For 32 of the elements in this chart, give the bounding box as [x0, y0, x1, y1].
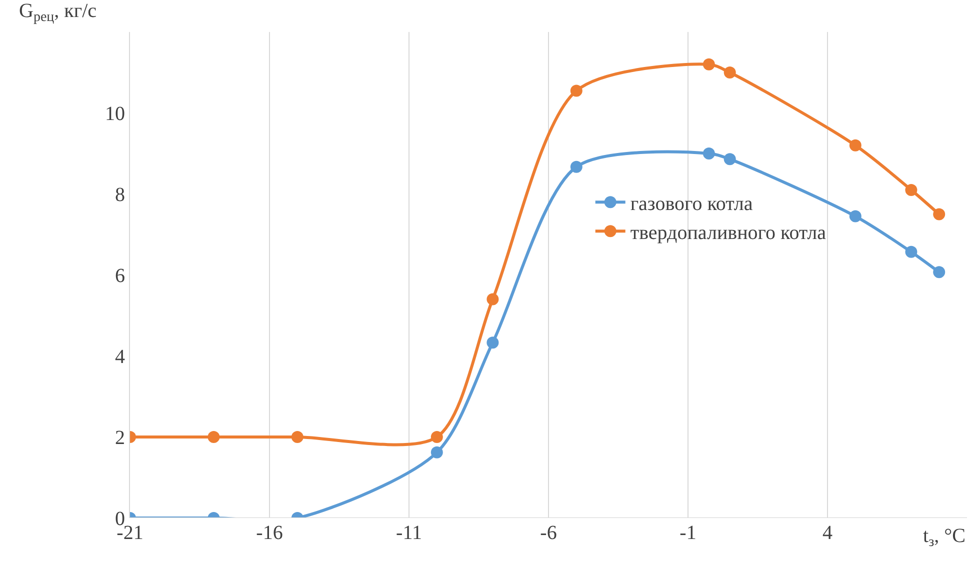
- y-tick-label: 2: [115, 427, 125, 449]
- point: [933, 266, 946, 278]
- point: [702, 148, 715, 160]
- y-tick-label: 8: [115, 184, 125, 206]
- point: [905, 184, 918, 196]
- point: [724, 66, 736, 78]
- y-tick-label: 4: [115, 346, 125, 368]
- y-tick-label: 10: [105, 103, 125, 125]
- y-tick-label: 6: [115, 265, 125, 287]
- legend-label: твердопаливного котла: [630, 222, 826, 244]
- point: [933, 208, 946, 220]
- point: [702, 58, 715, 70]
- point: [208, 431, 220, 443]
- x-tick-label: -1: [680, 522, 696, 544]
- y-axis-title: G$_{рец}$, кг/с: [19, 0, 97, 26]
- point: [570, 160, 582, 173]
- point: [905, 246, 918, 258]
- x-tick-label: -6: [540, 522, 557, 544]
- point: [570, 84, 582, 97]
- point: [430, 446, 443, 458]
- x-axis-title: t$_{з}$, °C: [923, 525, 966, 550]
- point: [486, 336, 499, 349]
- point: [849, 139, 862, 152]
- legend-label: газового котла: [630, 192, 753, 215]
- point: [486, 293, 499, 306]
- point: [430, 431, 443, 443]
- x-tick-label: -16: [256, 522, 283, 544]
- point: [724, 153, 736, 166]
- x-tick-label: 4: [822, 522, 832, 544]
- point: [849, 210, 862, 222]
- point: [291, 431, 304, 443]
- x-tick-label: -11: [396, 522, 422, 544]
